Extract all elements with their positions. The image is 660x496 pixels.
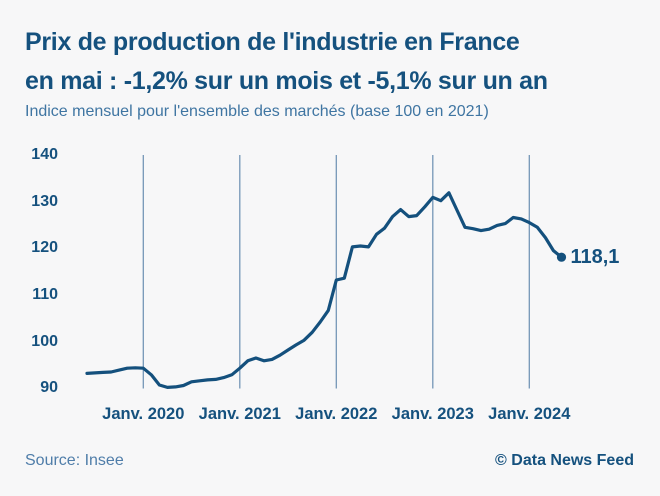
y-tick-label: 120 [31,239,58,257]
chart-subtitle: Indice mensuel pour l'ensemble des march… [25,103,489,120]
chart-title-line2: en mai : -1,2% sur un mois et -5,1% sur … [25,67,548,95]
index-line [85,191,564,389]
y-tick-label: 90 [40,379,58,397]
x-tick-label: Janv. 2023 [391,405,474,423]
y-tick-label: 140 [31,145,58,163]
y-tick-label: 100 [31,332,58,350]
y-tick-label: 110 [32,285,58,303]
copyright-note: © Data News Feed [495,452,634,469]
x-tick-label: Janv. 2024 [488,405,571,423]
y-tick-label: 130 [31,192,58,210]
last-point-marker [556,252,567,262]
x-tick-label: Janv. 2022 [295,405,378,423]
chart-title-line1: Prix de production de l'industrie en Fra… [25,28,520,56]
chart-title: Prix de production de l'industrie en Fra… [25,23,548,101]
last-value-label: 118,1 [570,246,620,269]
source-note: Source: Insee [25,452,124,469]
x-tick-label: Janv. 2021 [198,405,281,423]
x-tick-label: Janv. 2020 [102,405,185,423]
footer: Source: Insee © Data News Feed [25,452,634,470]
